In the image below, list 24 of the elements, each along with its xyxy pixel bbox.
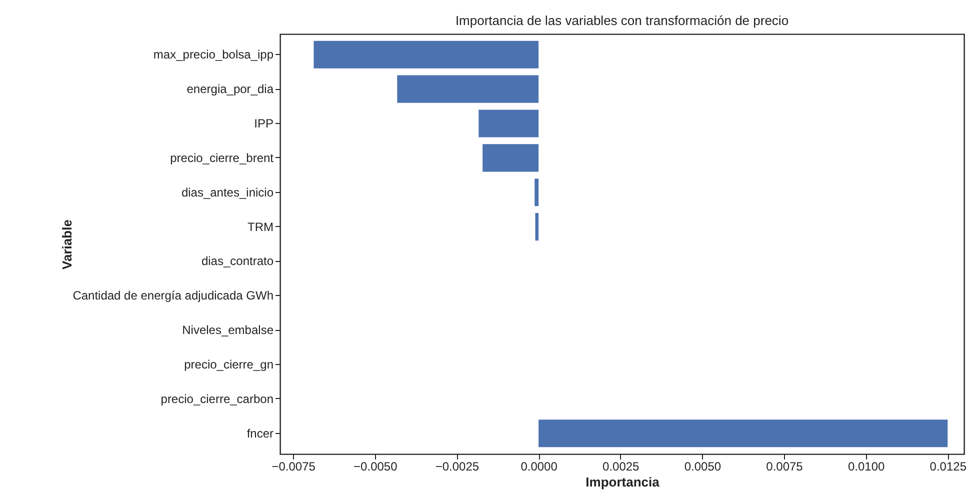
y-tick-label: fncer bbox=[246, 426, 274, 440]
x-tick-label: −0.0075 bbox=[272, 460, 316, 474]
y-tick-label: precio_cierre_gn bbox=[184, 357, 274, 372]
x-tick-label: 0.0100 bbox=[848, 460, 885, 474]
y-tick-label: dias_contrato bbox=[201, 254, 274, 268]
y-tick-label: energia_por_dia bbox=[186, 82, 274, 96]
y-tick-label: Cantidad de energía adjudicada GWh bbox=[72, 288, 274, 303]
y-tick-label: TRM bbox=[248, 220, 274, 234]
x-tick-label: 0.0050 bbox=[684, 460, 722, 474]
y-tick-label: precio_cierre_carbon bbox=[160, 392, 274, 406]
x-tick-label: −0.0025 bbox=[435, 460, 480, 474]
x-tick-label: 0.0075 bbox=[766, 460, 804, 474]
y-tick-label: precio_cierre_brent bbox=[170, 150, 274, 165]
x-tick-label: 0.0025 bbox=[602, 460, 640, 474]
y-tick-label: Niveles_embalse bbox=[182, 323, 274, 338]
x-tick-label: −0.0050 bbox=[354, 460, 398, 474]
x-tick-label: 0.0000 bbox=[520, 460, 558, 474]
x-tick-label: 0.0125 bbox=[930, 460, 967, 474]
y-axis-title: Variable bbox=[60, 220, 74, 270]
x-axis-title: Importancia bbox=[586, 474, 660, 490]
y-tick-label: dias_antes_inicio bbox=[181, 185, 274, 200]
y-tick-label: max_precio_bolsa_ipp bbox=[153, 48, 274, 62]
y-tick-label: IPP bbox=[254, 116, 274, 131]
chart-title: Importancia de las variables con transformación de precio bbox=[455, 13, 789, 28]
